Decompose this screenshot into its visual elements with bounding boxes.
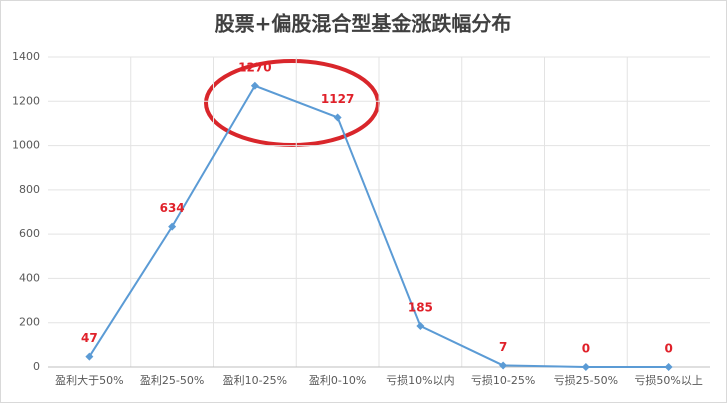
- marker: [85, 352, 94, 361]
- x-tick-label: 盈利大于50%: [55, 373, 123, 387]
- y-tick-label: 1400: [12, 50, 40, 63]
- data-label: 1127: [321, 92, 354, 106]
- data-label: 1270: [238, 60, 271, 74]
- marker: [664, 363, 673, 371]
- highlight-ellipse: [204, 59, 380, 147]
- data-label: 7: [499, 340, 507, 354]
- x-tick-label: 盈利0-10%: [309, 374, 366, 387]
- data-label: 0: [582, 342, 590, 356]
- y-tick-label: 800: [19, 183, 40, 196]
- data-label: 185: [408, 301, 433, 315]
- data-label: 47: [81, 331, 98, 345]
- marker: [499, 361, 508, 370]
- marker: [416, 322, 425, 331]
- x-tick-label: 亏损10-25%: [471, 373, 535, 387]
- marker: [333, 113, 342, 122]
- x-tick-label: 亏损25-50%: [554, 373, 618, 387]
- marker: [168, 222, 177, 231]
- y-tick-label: 0: [33, 360, 40, 373]
- y-tick-label: 200: [19, 316, 40, 329]
- x-tick-label: 盈利10-25%: [223, 374, 287, 387]
- y-tick-label: 600: [19, 227, 40, 240]
- x-tick-label: 亏损50%以上: [634, 373, 702, 387]
- data-line: [88, 84, 669, 368]
- y-tick-label: 400: [19, 271, 40, 284]
- x-tick-label: 亏损10%以内: [386, 373, 454, 387]
- chart-title: 股票+偏股混合型基金涨跌幅分布: [215, 12, 512, 36]
- data-label: 0: [664, 342, 672, 356]
- marker: [250, 81, 259, 90]
- marker: [581, 363, 590, 371]
- y-tick-label: 1000: [12, 139, 40, 152]
- x-tick-label: 盈利25-50%: [140, 374, 204, 387]
- data-label: 634: [160, 201, 185, 215]
- y-tick-label: 1200: [12, 94, 40, 107]
